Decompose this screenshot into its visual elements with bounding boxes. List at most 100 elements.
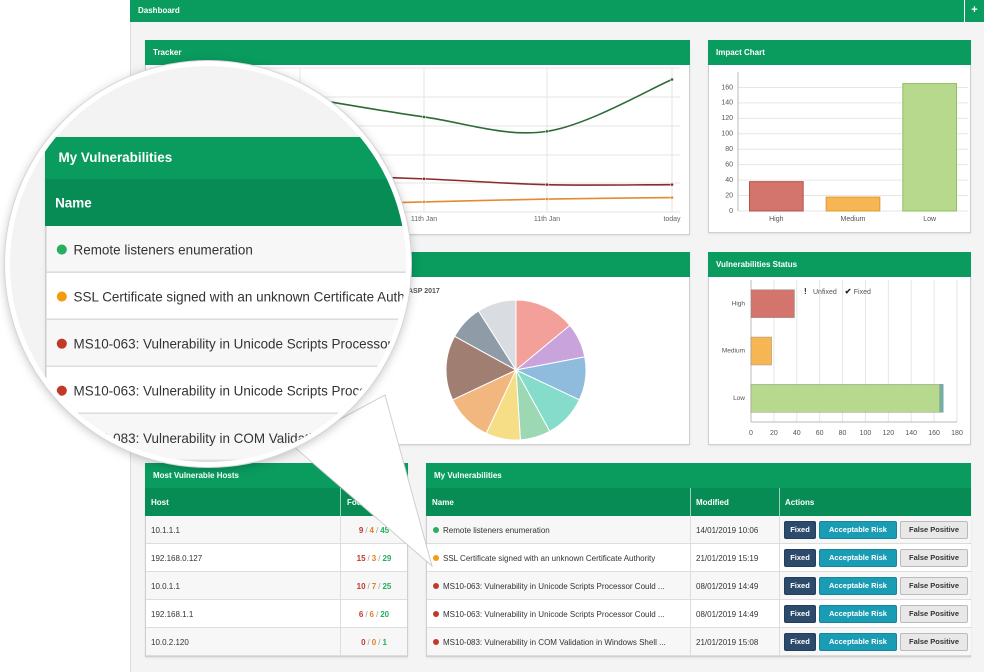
vulnerability-name: MS10-063: Vulnerability in Unicode Scrip… (443, 582, 665, 591)
line-point (545, 197, 549, 201)
table-row: MS10-083: Vulnerability in COM Validatio… (46, 414, 406, 462)
separator: / (367, 554, 370, 563)
line-point (670, 195, 674, 200)
column-divider (779, 628, 780, 655)
add-button[interactable]: + (964, 0, 984, 22)
table-row: 192.168.0.127 15/3/29 (146, 544, 407, 572)
action-button[interactable]: False Positive (900, 521, 968, 539)
pie-slice (515, 299, 571, 372)
y-tick-label: 40 (725, 177, 733, 184)
action-button[interactable]: Fixed (784, 549, 816, 567)
action-button[interactable]: Fixed (784, 577, 816, 595)
bar-segment (939, 384, 944, 413)
column-divider (340, 628, 341, 656)
pie-slice (477, 299, 517, 372)
action-button[interactable]: Acceptable Risk (819, 549, 897, 567)
legend-icon: ✔ (845, 287, 852, 296)
x-tick-label: 0 (749, 430, 753, 437)
table-row: MS10-063: Vulnerability in Unicode Scrip… (46, 367, 406, 415)
separator: / (367, 582, 370, 591)
host-name: 192.168.1.1 (151, 610, 194, 619)
status-dot (433, 555, 439, 561)
separator: / (376, 610, 379, 619)
found-counts: 0/0/1 (341, 638, 407, 647)
x-tick-label: today (663, 216, 681, 223)
widget-header: Tracker (145, 40, 690, 65)
count: 15 (356, 554, 366, 563)
table-row: 192.168.1.1 6/6/20 (146, 600, 407, 628)
status-dot (433, 527, 439, 533)
y-tick-label: High (732, 300, 746, 307)
vulnerability-name: MS10-083: Vulnerability in COM Validatio… (443, 638, 666, 647)
count: 6 (358, 610, 364, 619)
bar (749, 181, 804, 212)
action-button[interactable]: Fixed (784, 521, 816, 539)
action-button[interactable]: Acceptable Risk (819, 521, 897, 539)
table-row: SSL Certificate signed with an unknown C… (427, 544, 971, 572)
action-button[interactable]: False Positive (900, 633, 968, 651)
y-tick-label: 80 (725, 146, 733, 153)
action-button[interactable]: False Positive (900, 605, 968, 623)
host-name: 10.1.1.1 (151, 526, 180, 535)
table-row: 10.1.1.1 9/4/45 (146, 516, 407, 544)
column-divider (690, 488, 691, 516)
status-dot (433, 639, 439, 645)
action-button[interactable]: Acceptable Risk (819, 577, 897, 595)
y-tick-label: Low (733, 395, 745, 402)
action-button[interactable]: Fixed (784, 605, 816, 623)
x-tick-label: 20 (770, 430, 778, 437)
x-tick-label: 11th Jan (534, 216, 560, 223)
count: 1 (382, 638, 387, 647)
action-button[interactable]: Acceptable Risk (819, 605, 897, 623)
line-point (422, 177, 426, 181)
action-button[interactable]: Fixed (784, 633, 816, 651)
x-tick-label: 140 (905, 430, 917, 437)
vulnerabilities-table-widget: My Vulnerabilities Name Modified Actions Rem… (426, 463, 971, 657)
line-point (670, 77, 674, 82)
separator: / (367, 638, 370, 647)
vulnerability-name: SSL Certificate signed with an unknown C… (73, 289, 411, 305)
table-row: MS10-063: Vulnerability in Unicode Scrip… (427, 572, 971, 600)
count: 0 (371, 638, 377, 647)
pie-slice (445, 335, 518, 401)
x-tick-label: High (769, 216, 784, 223)
y-tick-label: 160 (721, 84, 733, 91)
vulnerability-name: Remote listeners enumeration (73, 242, 253, 258)
column-title: Name (432, 498, 454, 507)
bar-segment (750, 289, 795, 318)
widget-title: My Vulnerabilities (434, 471, 502, 480)
table-row: MS10-063: Vulnerability in Unicode Scrip… (427, 600, 971, 628)
count: 25 (382, 582, 392, 591)
status-dot (56, 385, 67, 396)
found-counts: 6/6/20 (341, 610, 407, 619)
vulnerability-name: MS10-063: Vulnerability in Unicode Scrip… (443, 610, 665, 619)
separator: / (378, 638, 381, 647)
action-button[interactable]: False Positive (900, 549, 968, 567)
vulnerability-name: MS10-063: Vulnerability in Unicode Scrip… (73, 336, 411, 353)
modified-date: 08/01/2019 14:49 (696, 582, 759, 591)
table-row: MS10-063: Vulnerability in Unicode Scrip… (46, 320, 411, 368)
column-divider (340, 516, 341, 544)
found-counts: 15/3/29 (341, 554, 407, 563)
action-button[interactable]: Acceptable Risk (819, 633, 897, 651)
status-dot (433, 583, 439, 589)
count: 20 (380, 610, 390, 619)
column-divider (340, 572, 341, 600)
y-tick-label: 140 (721, 100, 733, 107)
action-button[interactable]: False Positive (900, 577, 968, 595)
separator: / (378, 554, 381, 563)
column-divider (779, 488, 780, 516)
widget-header: Vulnerabilities Status (708, 252, 971, 277)
status-dot (56, 432, 67, 443)
table-row: 10.0.1.1 10/7/25 (146, 572, 407, 600)
line-series (299, 78, 673, 134)
column-divider (779, 572, 780, 599)
separator: / (365, 526, 368, 535)
count: 9 (358, 526, 364, 535)
column-divider (340, 600, 341, 628)
bar (902, 83, 957, 212)
x-tick-label: 180 (951, 430, 963, 437)
host-name: 192.168.0.127 (151, 554, 203, 563)
